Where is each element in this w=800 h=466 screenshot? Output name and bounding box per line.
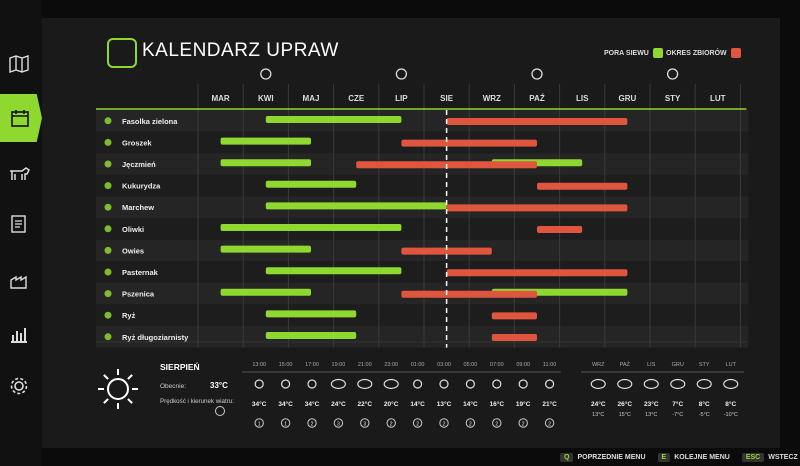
sidebar-item-animals[interactable] [0, 155, 38, 191]
sidebar-item-map[interactable] [0, 46, 38, 82]
cow-icon [10, 167, 30, 180]
legend-harvest: OKRES ZBIORÓW [666, 48, 741, 58]
footer-prev[interactable]: Q POPRZEDNIE MENU [560, 452, 646, 462]
footer-next[interactable]: E KOLEJNE MENU [657, 452, 730, 462]
sidebar-item-calendar[interactable] [0, 94, 42, 142]
bar-chart-icon [11, 328, 27, 343]
map-icon [9, 55, 29, 73]
footer-back[interactable]: ESC WSTECZ [741, 452, 798, 462]
legend-harvest-swatch [730, 48, 741, 58]
main-panel [42, 18, 780, 448]
document-icon [11, 215, 26, 233]
page-title: KALENDARZ UPRAW [142, 40, 339, 61]
legend-sowing-label: PORA SIEWU [604, 49, 649, 57]
sidebar-item-contracts[interactable] [0, 206, 38, 242]
sidebar [0, 0, 42, 466]
sidebar-item-statistics[interactable] [0, 316, 38, 352]
factory-icon [10, 275, 27, 289]
legend-sowing-swatch [652, 48, 663, 58]
legend-sowing: PORA SIEWU [604, 48, 663, 58]
sidebar-item-production[interactable] [0, 262, 38, 298]
gear-icon [10, 377, 28, 395]
calendar-icon [11, 110, 29, 127]
calendar-title-icon [107, 38, 137, 68]
footer-bar: Q POPRZEDNIE MENU E KOLEJNE MENU ESC WSTECZ [560, 448, 800, 466]
legend-harvest-label: OKRES ZBIORÓW [666, 49, 727, 57]
sidebar-item-settings[interactable] [0, 368, 38, 404]
